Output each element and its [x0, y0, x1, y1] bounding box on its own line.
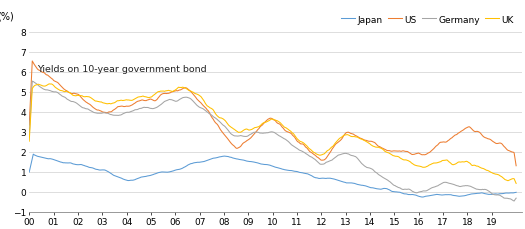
UK	[178, 87, 185, 90]
Text: Yields on 10-year government bond: Yields on 10-year government bond	[37, 65, 206, 74]
Germany	[300, 150, 306, 153]
UK	[300, 141, 306, 144]
Germany	[178, 97, 185, 100]
Germany	[233, 135, 239, 138]
Japan	[30, 153, 36, 156]
Japan	[470, 193, 477, 195]
UK	[233, 129, 239, 132]
Japan	[419, 196, 426, 199]
Germany	[26, 135, 33, 138]
Line: UK: UK	[29, 85, 516, 184]
Line: Japan: Japan	[29, 155, 516, 197]
Legend: Japan, US, Germany, UK: Japan, US, Germany, UK	[338, 12, 518, 28]
US	[178, 88, 185, 91]
US	[233, 147, 239, 149]
US	[26, 124, 33, 127]
UK	[323, 151, 329, 154]
US	[513, 165, 519, 167]
UK	[385, 152, 391, 154]
Germany	[513, 197, 519, 200]
Germany	[29, 80, 35, 83]
Japan	[323, 177, 329, 180]
Germany	[385, 179, 391, 182]
US	[300, 143, 306, 146]
Japan	[178, 167, 185, 170]
Line: Germany: Germany	[29, 82, 516, 201]
UK	[46, 83, 52, 86]
US	[385, 150, 391, 152]
US	[323, 157, 329, 160]
Japan	[26, 171, 33, 174]
Text: (%): (%)	[0, 12, 14, 22]
Germany	[469, 186, 476, 189]
UK	[26, 140, 33, 143]
US	[29, 60, 35, 63]
UK	[469, 164, 476, 167]
Japan	[233, 158, 239, 160]
Japan	[300, 172, 306, 174]
Germany	[323, 161, 329, 164]
UK	[513, 182, 519, 185]
Japan	[385, 188, 391, 191]
Line: US: US	[29, 62, 516, 166]
Germany	[511, 200, 517, 202]
US	[469, 129, 476, 131]
Japan	[513, 191, 519, 194]
